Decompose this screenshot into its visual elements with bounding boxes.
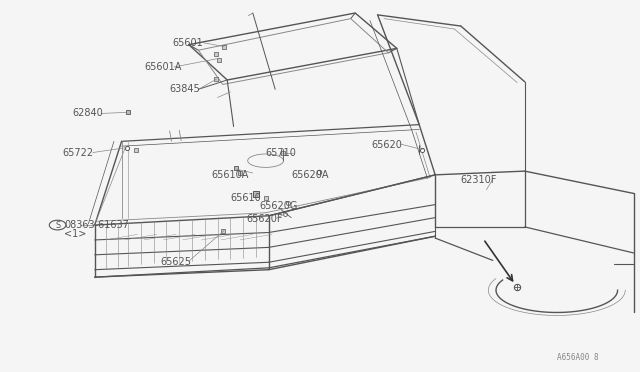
Text: 62310F: 62310F bbox=[461, 176, 497, 185]
Text: <1>: <1> bbox=[64, 229, 86, 238]
Text: 65601: 65601 bbox=[173, 38, 204, 48]
Text: 65620F: 65620F bbox=[246, 215, 283, 224]
Text: 65610: 65610 bbox=[230, 193, 261, 203]
Text: 08363-61637: 08363-61637 bbox=[64, 220, 129, 230]
Text: 65625: 65625 bbox=[160, 257, 191, 267]
Text: 65601A: 65601A bbox=[144, 62, 181, 72]
Text: 62840: 62840 bbox=[72, 109, 103, 118]
Text: 65610A: 65610A bbox=[211, 170, 248, 180]
Text: 63845: 63845 bbox=[170, 84, 200, 94]
Text: 65620: 65620 bbox=[371, 140, 402, 150]
Text: 65710: 65710 bbox=[266, 148, 296, 157]
Text: A656A00 8: A656A00 8 bbox=[557, 353, 598, 362]
Text: 65620A: 65620A bbox=[291, 170, 329, 180]
Text: 65722: 65722 bbox=[63, 148, 94, 157]
Text: 65620G: 65620G bbox=[259, 201, 298, 211]
Text: S: S bbox=[55, 221, 60, 230]
